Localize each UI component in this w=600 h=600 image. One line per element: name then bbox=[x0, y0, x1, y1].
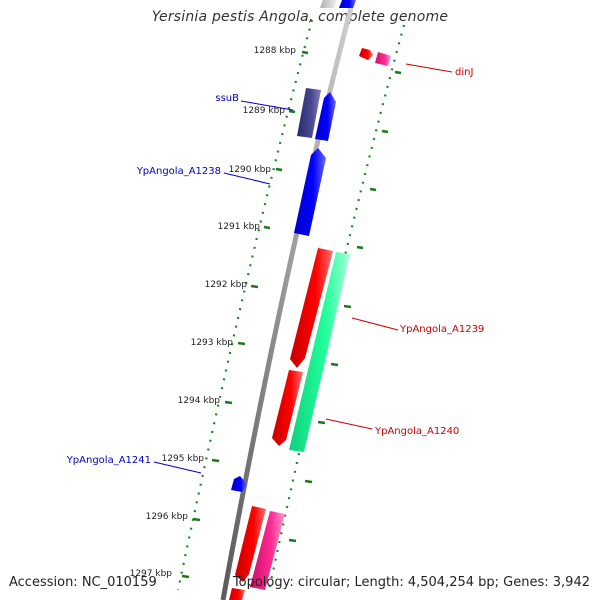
ssuB-leader-line bbox=[240, 100, 294, 111]
feature-arrow-red-bottom[interactable] bbox=[235, 506, 266, 582]
YpAngola_A1238-leader-line bbox=[223, 172, 271, 185]
YpAngola_A1240-leader-line bbox=[325, 418, 373, 430]
kbp-label: 1293 kbp bbox=[191, 338, 234, 348]
accession-text: Accession: NC_010159 bbox=[9, 575, 157, 590]
inner-major-ticks bbox=[181, 50, 309, 579]
feature-YpAngola_A1240-arrow[interactable] bbox=[272, 370, 303, 446]
feature-label-YpAngola_A1241[interactable]: YpAngola_A1241 bbox=[66, 455, 151, 466]
feature-YpAngola_A1241-arrow[interactable] bbox=[231, 476, 247, 492]
feature-label-YpAngola_A1238[interactable]: YpAngola_A1238 bbox=[136, 166, 221, 177]
kbp-label: 1296 kbp bbox=[146, 512, 189, 522]
kbp-label: 1292 kbp bbox=[205, 280, 248, 290]
kbp-label: 1289 kbp bbox=[243, 106, 286, 116]
YpAngola_A1241-leader-line bbox=[153, 461, 202, 474]
partial-feature-top-grey bbox=[320, 0, 337, 8]
kbp-label: 1294 kbp bbox=[178, 396, 221, 406]
feature-label-YpAngola_A1239[interactable]: YpAngola_A1239 bbox=[399, 324, 484, 335]
outer-major-ticks bbox=[288, 70, 402, 543]
feature-arrow-red-long[interactable] bbox=[290, 248, 333, 368]
feature-arrow-red-partial bbox=[229, 588, 245, 600]
feature-ssuB-arrow[interactable] bbox=[297, 88, 321, 138]
kbp-labels: 1288 kbp 1289 kbp 1290 kbp 1291 kbp 1292… bbox=[130, 46, 297, 579]
feature-YpAngola_A1238-arrow[interactable] bbox=[294, 148, 326, 236]
feature-label-YpAngola_A1240[interactable]: YpAngola_A1240 bbox=[374, 426, 459, 437]
feature-YpAngola_A1239-rect[interactable] bbox=[289, 252, 350, 452]
feature-arrow-pink-bottom[interactable] bbox=[250, 511, 285, 590]
feature-arrow-red-small bbox=[359, 48, 373, 60]
dinJ-leader-line bbox=[405, 63, 453, 73]
feature-arrow-blue-ssuB-adjacent[interactable] bbox=[315, 92, 336, 141]
topology-text: Topology: circular; Length: 4,504,254 bp… bbox=[232, 575, 590, 590]
genome-backbone bbox=[220, 0, 356, 600]
kbp-label: 1291 kbp bbox=[218, 222, 261, 232]
YpAngola_A1239-leader-line bbox=[351, 317, 399, 331]
feature-label-dinJ[interactable]: dinJ bbox=[455, 67, 473, 78]
map-title: Yersinia pestis Angola, complete genome bbox=[151, 9, 449, 25]
kbp-label: 1290 kbp bbox=[229, 165, 272, 175]
feature-label-ssuB[interactable]: ssuB bbox=[215, 93, 239, 104]
feature-dinJ-arrow[interactable] bbox=[375, 52, 391, 66]
kbp-label: 1295 kbp bbox=[162, 454, 205, 464]
kbp-label: 1297 kbp bbox=[130, 569, 173, 579]
kbp-label: 1288 kbp bbox=[254, 46, 297, 56]
partial-feature-top-blue bbox=[339, 0, 356, 8]
